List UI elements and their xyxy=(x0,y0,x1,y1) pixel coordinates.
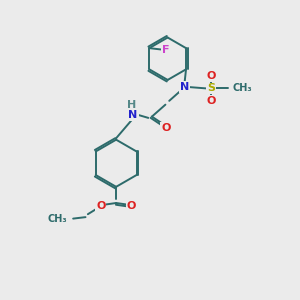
Text: CH₃: CH₃ xyxy=(47,214,67,224)
Text: H: H xyxy=(127,100,136,110)
Text: N: N xyxy=(180,82,189,92)
Text: O: O xyxy=(127,201,136,211)
Text: O: O xyxy=(206,71,216,81)
Text: S: S xyxy=(207,83,215,94)
Text: O: O xyxy=(96,201,106,211)
Text: N: N xyxy=(128,110,138,120)
Text: CH₃: CH₃ xyxy=(233,83,253,94)
Text: F: F xyxy=(162,45,169,55)
Text: O: O xyxy=(206,96,216,106)
Text: O: O xyxy=(161,123,171,133)
